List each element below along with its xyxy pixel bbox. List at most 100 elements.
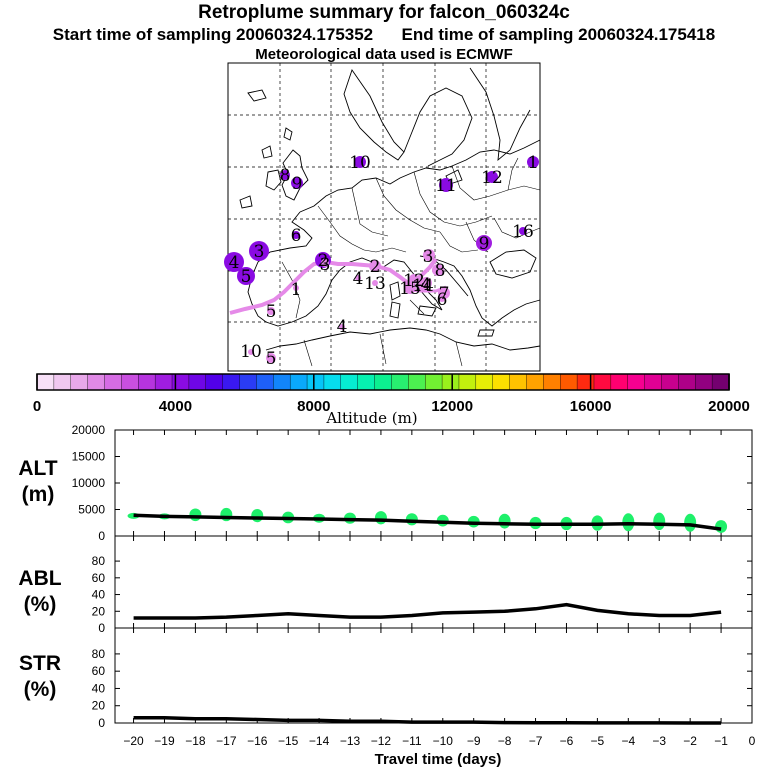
map-marker	[355, 275, 361, 281]
str-y-tick-label: 0	[98, 716, 105, 730]
x-tick-label: −7	[529, 734, 543, 748]
str-plot: 0 20 40 60 80	[92, 628, 753, 730]
alt-unit: (m)	[22, 483, 55, 506]
str-y-tick-label: 60	[92, 664, 106, 678]
map-day-label: 1	[528, 153, 539, 173]
colorbar-cell	[70, 373, 89, 391]
map-day-label: 4	[337, 317, 348, 337]
x-tick-label: −4	[621, 734, 635, 748]
colorbar-cell	[661, 373, 680, 391]
map-day-label: 6	[437, 290, 448, 310]
alt-y-tick-label: 15000	[72, 450, 106, 464]
colorbar-cell	[576, 373, 595, 391]
start-time-label: Start time of sampling 20060324.175352	[52, 25, 374, 44]
alt-spread-marker	[684, 513, 697, 532]
colorbar-labels: 0 4000 8000 12000 16000 20000	[33, 374, 750, 415]
colorbar-cell	[711, 373, 730, 391]
map-marker	[237, 267, 255, 285]
colorbar-cell	[441, 373, 460, 391]
colorbar-cell	[138, 373, 156, 391]
alt-spread-marker	[498, 513, 511, 529]
map-marker	[423, 249, 435, 261]
colorbar-cell	[509, 373, 528, 391]
map-marker	[292, 231, 300, 239]
map-day-label: 3	[320, 255, 331, 275]
colorbar-cell	[475, 373, 494, 391]
map-marker	[354, 156, 366, 168]
x-tick-label: −15	[278, 734, 299, 748]
map-markers	[224, 156, 539, 363]
map-marker	[486, 171, 498, 183]
colorbar-cell	[678, 373, 696, 391]
map-marker	[249, 241, 269, 261]
map-day-label: 11	[435, 176, 457, 196]
colorbar-cell	[104, 373, 123, 391]
x-tick-label: −2	[683, 734, 697, 748]
alt-spread-marker	[374, 511, 387, 525]
x-tick-label: −6	[560, 734, 574, 748]
colorbar-cell	[340, 373, 359, 391]
alt-plot: 0 5000 10000 15000 20000	[72, 423, 753, 543]
colorbar-cell	[526, 373, 545, 391]
map-day-label: 1	[291, 280, 302, 300]
abl-y-tick-label: 40	[92, 588, 106, 602]
abl-plot: 0 20 40 60 80	[92, 536, 753, 635]
colorbar-tick-label: 4000	[159, 398, 192, 415]
alt-y-tick-label: 20000	[72, 423, 106, 437]
x-tick-label: −20	[123, 734, 144, 748]
map-day-label: 2	[370, 257, 381, 277]
alt-y-tick-label: 10000	[72, 476, 106, 490]
str-unit: (%)	[24, 678, 57, 701]
colorbar-title: Altitude (m)	[325, 409, 417, 427]
map-day-label: 12	[481, 168, 503, 188]
map-marker	[519, 227, 527, 235]
x-tick-label: −13	[340, 734, 361, 748]
colorbar-cell	[543, 373, 561, 391]
colorbar-cell	[408, 373, 426, 391]
alt-y-tick-label: 0	[98, 529, 105, 543]
alt-spread-marker	[653, 512, 666, 531]
colorbar-cell	[424, 373, 443, 391]
abl-unit: (%)	[24, 593, 57, 616]
map-day-label: 16	[512, 222, 534, 242]
alt-series-line	[133, 513, 722, 531]
colorbar-cell	[171, 373, 190, 391]
map-day-label: 8	[435, 261, 446, 281]
map-marker	[527, 156, 539, 168]
map-marker	[266, 353, 276, 363]
map-day-label: 5	[266, 302, 277, 322]
map-marker	[369, 260, 381, 272]
abl-label: ABL	[18, 567, 61, 590]
met-data-label: Meteorological data used is ECMWF	[255, 46, 513, 63]
colorbar-tick-label: 8000	[297, 398, 330, 415]
colorbar-tick-label: 0	[33, 398, 41, 415]
sampling-times: Start time of sampling 20060324.175352 E…	[0, 25, 768, 45]
time-series-panels: ALT (m) ABL (%) STR (%) 0 5000 10000 15000 2…	[18, 423, 755, 768]
abl-y-tick-label: 60	[92, 571, 106, 585]
map-frame	[227, 62, 541, 372]
abl-series-line	[133, 602, 722, 620]
x-tick-label: −5	[591, 734, 605, 748]
map-marker	[321, 259, 329, 267]
colorbar-tick-label: 20000	[708, 398, 750, 415]
colorbar-cell	[222, 373, 241, 391]
map-marker	[438, 287, 450, 299]
x-tick-label: −18	[185, 734, 206, 748]
map-day-label: 12	[403, 271, 425, 291]
map-marker	[476, 235, 492, 251]
colorbar-cell	[391, 373, 410, 391]
plot-title: Retroplume summary for falcon_060324c	[198, 2, 570, 23]
abl-y-tick-label: 20	[92, 604, 106, 618]
str-label: STR	[19, 652, 61, 675]
map-day-label: 13	[364, 274, 386, 294]
x-tick-label: −17	[216, 734, 237, 748]
colorbar-cells	[36, 373, 730, 391]
map-marker	[404, 282, 416, 294]
map-day-label: 10	[240, 342, 262, 362]
map-day-label: 6	[291, 226, 302, 246]
colorbar-cell	[627, 373, 646, 391]
abl-y-tick-label: 0	[98, 621, 105, 635]
abl-y-tick-label: 80	[92, 554, 106, 568]
